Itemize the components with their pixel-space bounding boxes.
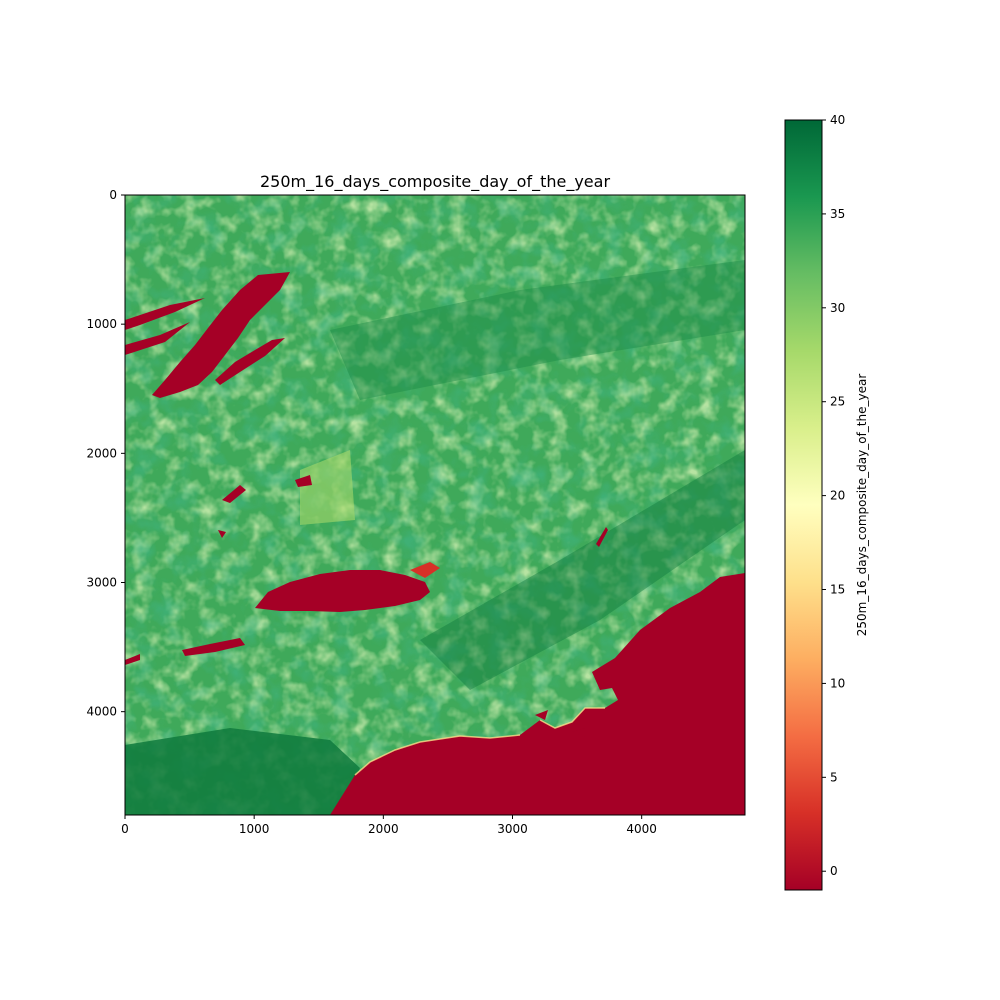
y-tick-label: 2000 (86, 446, 117, 460)
x-axis: 0 1000 2000 3000 4000 (121, 815, 657, 836)
colorbar-tick-label: 25 (830, 395, 845, 409)
colorbar-tick-label: 35 (830, 207, 845, 221)
ocean-coast-fringe (354, 707, 605, 776)
x-tick-label: 0 (121, 822, 129, 836)
lake-northwest (152, 272, 290, 398)
colorbar-tick-label: 5 (830, 770, 838, 784)
lake-center-fringe (410, 562, 440, 578)
colorbar-label: 250m_16_days_composite_day_of_the_year (855, 374, 869, 637)
dark-forest-northeast-band (330, 260, 745, 400)
lake-west-strip (182, 638, 245, 656)
lake-northwest-fingers (215, 338, 285, 385)
colorbar-tick-label: 30 (830, 301, 845, 315)
x-tick-label: 2000 (368, 822, 399, 836)
y-axis: 0 1000 2000 3000 4000 (86, 188, 125, 719)
patch-coast-islands (535, 710, 585, 737)
colorbar-tick-label: 15 (830, 583, 845, 597)
y-tick-label: 4000 (86, 705, 117, 719)
colorbar-frame (784, 119, 823, 891)
colorbar-axis: 0 5 10 15 20 25 30 35 40 (822, 113, 845, 878)
plot-frame (124, 194, 746, 816)
colorbar-tick-label: 20 (830, 489, 845, 503)
patch-west-edge (125, 654, 140, 665)
colorbar-gradient (785, 120, 822, 890)
x-tick-label: 4000 (626, 822, 657, 836)
chart-title: 250m_16_days_composite_day_of_the_year (260, 172, 610, 192)
x-tick-label: 3000 (497, 822, 528, 836)
heatmap-image (125, 195, 745, 815)
ocean-southeast (330, 573, 745, 815)
pale-patch-center (300, 450, 355, 525)
lake-center (255, 570, 430, 612)
dark-forest-southwest (125, 728, 360, 815)
y-tick-label: 1000 (86, 317, 117, 331)
northwest-strip (125, 298, 205, 330)
y-tick-label: 3000 (86, 576, 117, 590)
colorbar-tick-label: 0 (830, 864, 838, 878)
patch-west-center (222, 485, 246, 503)
colorbar-tick-label: 40 (830, 113, 845, 127)
patch-center-north (295, 475, 312, 487)
dark-forest-southeast-band (420, 450, 745, 690)
patch-east-streak (596, 527, 608, 547)
northwest-strip-2 (125, 322, 190, 355)
colorbar-tick-label: 10 (830, 676, 845, 690)
y-tick-label: 0 (109, 188, 117, 202)
patch-small-west (218, 530, 226, 538)
x-tick-label: 1000 (239, 822, 270, 836)
